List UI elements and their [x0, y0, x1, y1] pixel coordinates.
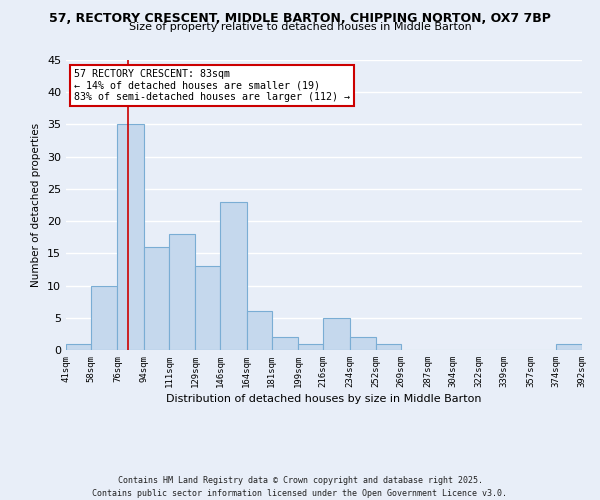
Bar	[350, 337, 376, 350]
Text: 57 RECTORY CRESCENT: 83sqm
← 14% of detached houses are smaller (19)
83% of semi: 57 RECTORY CRESCENT: 83sqm ← 14% of deta…	[74, 68, 350, 102]
Y-axis label: Number of detached properties: Number of detached properties	[31, 123, 41, 287]
Bar	[556, 344, 582, 350]
Bar	[376, 344, 401, 350]
Bar	[66, 344, 91, 350]
Bar	[298, 344, 323, 350]
Bar	[196, 266, 220, 350]
Text: Contains HM Land Registry data © Crown copyright and database right 2025.
Contai: Contains HM Land Registry data © Crown c…	[92, 476, 508, 498]
Text: Size of property relative to detached houses in Middle Barton: Size of property relative to detached ho…	[128, 22, 472, 32]
Bar	[323, 318, 350, 350]
Bar	[91, 286, 118, 350]
Text: 57, RECTORY CRESCENT, MIDDLE BARTON, CHIPPING NORTON, OX7 7BP: 57, RECTORY CRESCENT, MIDDLE BARTON, CHI…	[49, 12, 551, 26]
Bar	[118, 124, 144, 350]
Bar	[144, 247, 169, 350]
X-axis label: Distribution of detached houses by size in Middle Barton: Distribution of detached houses by size …	[166, 394, 482, 404]
Bar	[169, 234, 196, 350]
Bar	[272, 337, 298, 350]
Bar	[247, 312, 272, 350]
Bar	[220, 202, 247, 350]
